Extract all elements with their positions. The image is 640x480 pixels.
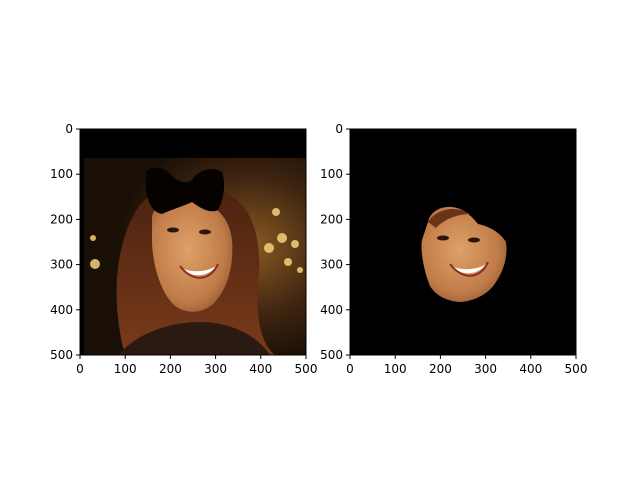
left-image-panel xyxy=(80,129,306,355)
right-y-tick-label: 500 xyxy=(320,348,343,362)
left-axes-frame xyxy=(79,128,307,356)
right-x-tick-label: 400 xyxy=(519,362,542,376)
right-axes-frame xyxy=(349,128,577,356)
right-y-tick-label: 100 xyxy=(320,167,343,181)
bokeh-lights xyxy=(90,208,303,273)
left-y-tick-label: 400 xyxy=(50,303,73,317)
right-y-tick-label: 0 xyxy=(335,122,343,136)
left-x-tick-label: 500 xyxy=(295,362,318,376)
left-y-tick-label: 500 xyxy=(50,348,73,362)
left-x-tick-label: 0 xyxy=(76,362,84,376)
right-y-tick-label: 300 xyxy=(320,258,343,272)
right-x-tick-label: 0 xyxy=(346,362,354,376)
left-x-tick-label: 400 xyxy=(249,362,272,376)
shoulders xyxy=(118,322,270,355)
right-x-tick-label: 300 xyxy=(474,362,497,376)
right-image-panel xyxy=(350,129,576,355)
left-y-tick-label: 200 xyxy=(50,212,73,226)
right-y-tick-label: 200 xyxy=(320,212,343,226)
right-y-tick-label: 400 xyxy=(320,303,343,317)
top-black-band xyxy=(80,129,306,158)
left-y-tick-label: 300 xyxy=(50,258,73,272)
face xyxy=(152,199,233,312)
segmented-face xyxy=(421,206,507,302)
left-y-tick-label: 0 xyxy=(65,122,73,136)
left-y-tick-label: 100 xyxy=(50,167,73,181)
left-x-tick-label: 300 xyxy=(204,362,227,376)
left-x-tick-label: 100 xyxy=(114,362,137,376)
left-x-tick-label: 200 xyxy=(159,362,182,376)
right-x-tick-label: 500 xyxy=(565,362,588,376)
black-mask xyxy=(145,167,225,214)
right-x-tick-label: 200 xyxy=(429,362,452,376)
right-x-tick-label: 100 xyxy=(384,362,407,376)
